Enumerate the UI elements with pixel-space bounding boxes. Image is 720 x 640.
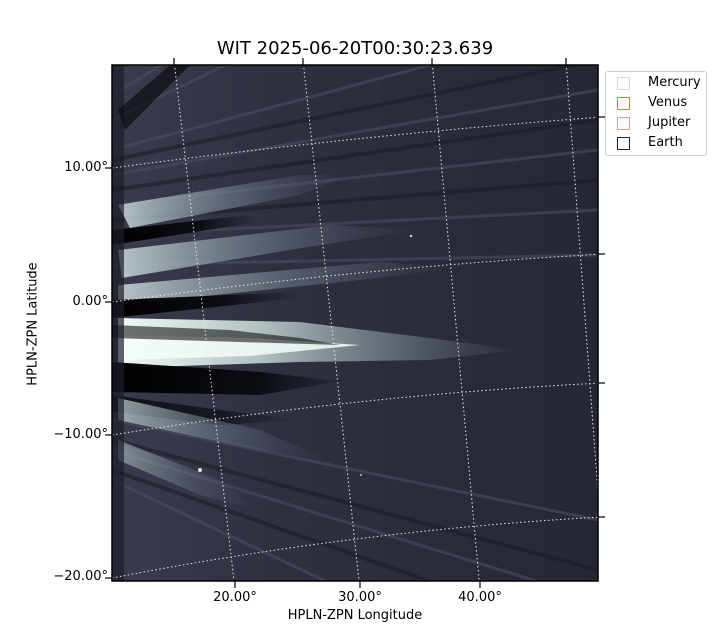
y-axis-label: HPLN-ZPN Latitude <box>25 262 41 386</box>
coordinate-grid <box>112 65 598 581</box>
y-tick-label: 10.00° <box>64 160 108 175</box>
plot-frame <box>111 64 599 582</box>
x-tick-label: 20.00° <box>213 590 257 605</box>
legend-label: Earth <box>648 135 683 150</box>
coronagraph-image <box>112 65 598 581</box>
legend: Mercury Venus Jupiter Earth <box>605 71 707 156</box>
y-tick-label: −20.00° <box>53 569 108 584</box>
legend-label: Venus <box>648 95 688 110</box>
legend-item-venus: Venus <box>606 94 706 114</box>
venus-swatch <box>617 97 630 110</box>
axis-ticks <box>105 58 605 588</box>
y-tick-label: −10.00° <box>53 427 108 442</box>
legend-item-jupiter: Jupiter <box>606 114 706 134</box>
mercury-swatch <box>617 77 630 90</box>
image-title: WIT 2025-06-20T00:30:23.639 <box>216 38 494 59</box>
x-tick-label: 30.00° <box>338 590 382 605</box>
legend-item-mercury: Mercury <box>606 74 706 94</box>
x-tick-label: 40.00° <box>458 590 502 605</box>
legend-label: Mercury <box>648 75 701 90</box>
x-axis-label: HPLN-ZPN Longitude <box>287 608 423 623</box>
y-tick-label: 0.00° <box>72 294 108 309</box>
legend-label: Jupiter <box>648 115 691 130</box>
earth-swatch <box>617 137 630 150</box>
legend-item-earth: Earth <box>606 134 706 154</box>
jupiter-swatch <box>617 117 630 130</box>
